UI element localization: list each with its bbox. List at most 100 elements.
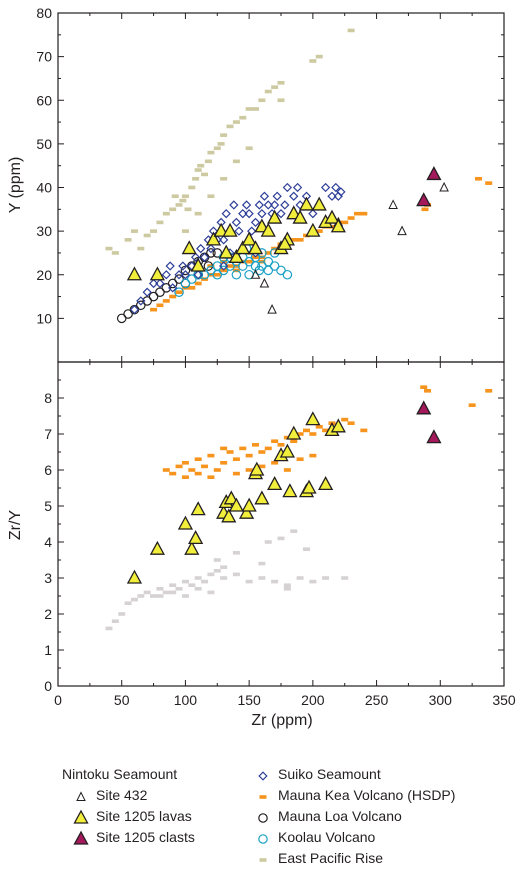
- data-point: [206, 248, 216, 258]
- data-point: [162, 590, 170, 595]
- data-point: [162, 468, 170, 472]
- data-point: [241, 231, 257, 246]
- data-point: [201, 579, 209, 584]
- data-point: [169, 294, 177, 299]
- legend-item: Site 1205 clasts: [62, 827, 195, 848]
- data-point: [221, 508, 237, 523]
- data-point: [341, 220, 349, 225]
- data-point: [111, 251, 119, 255]
- data-point: [271, 579, 279, 584]
- circle-open-icon-shape: [258, 812, 268, 823]
- data-point: [232, 457, 240, 461]
- x-tick-label: 0: [54, 692, 62, 708]
- legend-left: Nintoku Seamount Site 432 Site 1205 lavas…: [62, 764, 195, 848]
- triangle-open-small-icon-shape: [76, 790, 86, 801]
- data-point: [205, 231, 222, 246]
- data-point: [190, 501, 206, 516]
- data-point: [245, 579, 253, 584]
- data-point: [181, 229, 189, 233]
- data-point: [271, 461, 279, 465]
- data-point: [388, 199, 398, 209]
- data-point: [308, 209, 318, 219]
- data-point: [269, 200, 280, 210]
- bottom-series-site-1205-lavas: [126, 411, 346, 584]
- data-point: [271, 85, 279, 89]
- data-point: [247, 240, 264, 255]
- data-point: [207, 194, 215, 199]
- data-point: [347, 216, 355, 220]
- data-point: [254, 490, 270, 505]
- data-point: [116, 313, 127, 324]
- data-point: [180, 270, 191, 280]
- data-point: [150, 594, 158, 598]
- data-point: [290, 439, 298, 443]
- data-point: [258, 464, 266, 469]
- data-point: [207, 150, 215, 155]
- data-point: [206, 265, 216, 276]
- data-point: [259, 277, 270, 288]
- legend-label: East Pacific Rise: [278, 850, 384, 866]
- data-point: [156, 220, 164, 225]
- data-point: [439, 181, 449, 192]
- x-tick-label: 100: [174, 692, 198, 708]
- data-point: [336, 187, 346, 197]
- data-point: [150, 307, 158, 312]
- data-point: [207, 572, 215, 577]
- data-point: [181, 194, 189, 199]
- data-point: [220, 133, 228, 137]
- data-point: [188, 583, 196, 587]
- data-point: [296, 576, 304, 580]
- data-point: [130, 229, 138, 233]
- data-point: [136, 296, 146, 306]
- data-point: [196, 243, 206, 254]
- data-point: [420, 385, 428, 389]
- data-point: [217, 142, 225, 146]
- data-point: [235, 240, 251, 255]
- legend-right: Suiko Seamount Mauna Kea Volcano (HSDP) Ma…: [254, 764, 455, 869]
- data-point: [194, 471, 202, 476]
- data-point: [426, 166, 442, 181]
- data-point: [226, 264, 234, 268]
- x-tick-label: 300: [429, 692, 453, 708]
- data-point: [311, 196, 327, 211]
- data-point: [250, 269, 261, 279]
- data-point: [280, 200, 290, 210]
- data-point: [129, 305, 140, 315]
- data-point: [181, 240, 197, 255]
- data-point: [292, 182, 303, 193]
- data-point: [199, 252, 210, 262]
- data-point: [247, 226, 257, 236]
- data-point: [252, 107, 260, 111]
- data-point: [283, 587, 291, 591]
- data-point: [213, 558, 221, 562]
- data-point: [118, 612, 126, 616]
- data-point: [201, 464, 209, 469]
- bottom-y-tick-label: 1: [44, 642, 52, 658]
- data-point: [207, 453, 215, 458]
- data-point: [212, 248, 223, 258]
- data-point: [194, 457, 202, 461]
- top-panel: 10 20 30 40 50 60 70 80: [36, 5, 505, 363]
- data-point: [290, 238, 298, 242]
- triangle-filled-icon: [73, 809, 89, 824]
- data-point: [347, 421, 355, 425]
- data-point: [239, 446, 247, 451]
- bottom-plot-frame: [57, 361, 505, 687]
- top-y-tick-label: 60: [36, 92, 52, 108]
- data-point: [239, 504, 255, 519]
- data-point: [124, 238, 132, 242]
- data-point: [206, 243, 216, 254]
- data-point: [252, 443, 260, 447]
- data-point: [175, 464, 183, 469]
- data-point: [302, 547, 310, 551]
- top-series-east-pacific-rise: [105, 28, 355, 255]
- data-point: [309, 579, 317, 584]
- data-point: [245, 146, 253, 151]
- data-point: [416, 192, 432, 207]
- bottom-y-tick-label: 0: [44, 678, 52, 694]
- data-point: [161, 283, 172, 293]
- data-point: [174, 270, 184, 280]
- data-point: [283, 468, 291, 472]
- legend-item: Mauna Kea Volcano (HSDP): [254, 785, 455, 806]
